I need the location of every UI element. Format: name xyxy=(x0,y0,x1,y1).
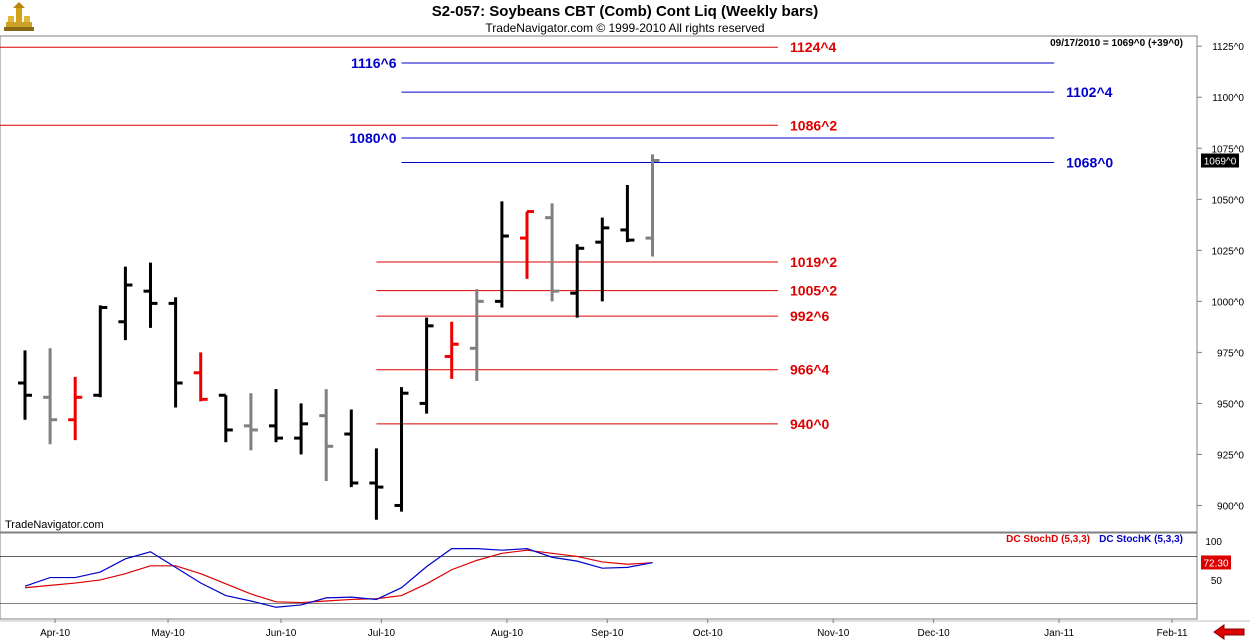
date-axis: Apr-10 May-10 Jun-10 Jul-10 Aug-10 Sep-10 Oct-… xyxy=(40,619,1188,639)
date-tick-label: Jul-10 xyxy=(368,628,396,639)
ohlc-bar xyxy=(494,201,509,308)
level-label: 1005^2 xyxy=(790,283,837,299)
ohlc-bar xyxy=(18,350,32,420)
stoch-tick-label: 50 xyxy=(1211,576,1223,587)
ohlc-bar xyxy=(620,185,635,243)
ohlc-bar xyxy=(118,266,133,341)
ohlc-bar xyxy=(294,403,309,455)
stoch-tick-label: 100 xyxy=(1205,537,1222,548)
level-label: 940^0 xyxy=(790,416,830,432)
stoch-last-value-box xyxy=(1201,555,1231,570)
stoch-series-line xyxy=(24,549,653,604)
price-axis: 900^0 925^0 950^0 975^0 1000^0 1025^0 1050^0 10… xyxy=(1197,42,1244,512)
ohlc-bar xyxy=(143,262,158,328)
price-tick-label: 925^0 xyxy=(1217,450,1244,461)
price-tick-label: 1100^0 xyxy=(1212,93,1244,104)
level-label: 992^6 xyxy=(790,308,830,324)
ohlc-bar xyxy=(469,289,484,381)
ohlc-bar xyxy=(645,154,660,257)
price-tick-label: 950^0 xyxy=(1217,399,1244,410)
date-tick-label: Feb-11 xyxy=(1157,628,1188,639)
indicator-panel-frame xyxy=(0,532,1198,620)
ohlc-bar xyxy=(419,317,434,414)
stoch-d-legend: DC StochD (5,3,3) xyxy=(1006,534,1090,545)
level-label: 1116^6 xyxy=(351,55,397,71)
last-price-box xyxy=(1201,153,1239,168)
ohlc-bar xyxy=(545,203,560,302)
level-label: 1102^4 xyxy=(1066,84,1113,100)
chart-header: S2-057: Soybeans CBT (Comb) Cont Liq (We… xyxy=(0,0,1250,36)
ohlc-bar xyxy=(193,352,208,402)
ohlc-bar xyxy=(444,321,459,379)
copyright-notice: TradeNavigator.com © 1999-2010 All right… xyxy=(485,21,765,35)
price-tick-label: 975^0 xyxy=(1217,348,1244,359)
tradenavigator-logo-icon[interactable] xyxy=(2,2,36,32)
stoch-last-value-label: 72.30 xyxy=(1203,558,1228,569)
ohlc-bar xyxy=(520,210,534,279)
date-tick-label: Sep-10 xyxy=(591,628,624,639)
level-label: 1080^0 xyxy=(349,130,396,146)
ohlc-bar xyxy=(93,305,108,398)
ohlc-bar xyxy=(319,389,334,481)
stochastic-panel: 50 100 72.30 xyxy=(0,537,1231,608)
info-label: 09/17/2010 = 1069^0 (+39^0) xyxy=(1050,38,1183,49)
ohlc-bar xyxy=(369,448,384,520)
price-panel-frame xyxy=(0,35,1198,533)
ohlc-bar xyxy=(218,393,233,443)
ohlc-bar xyxy=(68,376,83,441)
ohlc-bar xyxy=(243,393,258,451)
ohlc-bar xyxy=(269,389,283,443)
level-label: 1124^4 xyxy=(790,39,837,55)
ohlc-bar xyxy=(168,297,183,408)
date-tick-label: Jan-11 xyxy=(1044,628,1074,639)
price-levels: 1124^4 1116^6 1102^4 1086^2 1080^0 1068^0 1019… xyxy=(0,39,1113,432)
date-tick-label: Dec-10 xyxy=(917,628,950,639)
price-tick-label: 1075^0 xyxy=(1212,144,1245,155)
date-tick-label: Nov-10 xyxy=(817,628,850,639)
date-tick-label: Aug-10 xyxy=(491,628,524,639)
price-tick-label: 1125^0 xyxy=(1212,42,1244,53)
price-tick-label: 900^0 xyxy=(1217,501,1244,512)
level-label: 1068^0 xyxy=(1066,155,1113,171)
ohlc-bar xyxy=(394,387,409,512)
level-label: 1086^2 xyxy=(790,117,837,133)
watermark-text: TradeNavigator.com xyxy=(5,519,104,531)
level-label: 966^4 xyxy=(790,362,830,378)
ohlc-bar xyxy=(595,217,610,302)
stoch-series-line xyxy=(24,548,653,608)
stoch-k-legend: DC StochK (5,3,3) xyxy=(1099,534,1183,545)
date-tick-label: Oct-10 xyxy=(693,628,723,639)
date-tick-label: Jun-10 xyxy=(266,628,297,639)
level-label: 1019^2 xyxy=(790,254,837,270)
last-price-label: 1069^0 xyxy=(1204,157,1237,168)
scroll-left-arrow-icon[interactable] xyxy=(1212,624,1246,640)
ohlc-bar xyxy=(570,244,585,318)
price-tick-label: 1050^0 xyxy=(1212,195,1245,206)
price-tick-label: 1000^0 xyxy=(1212,297,1245,308)
chart-title: S2-057: Soybeans CBT (Comb) Cont Liq (We… xyxy=(431,3,819,20)
ohlc-bars xyxy=(18,154,660,520)
date-tick-label: May-10 xyxy=(151,628,185,639)
ohlc-bar xyxy=(43,348,58,445)
ohlc-bar xyxy=(344,409,359,488)
date-tick-label: Apr-10 xyxy=(40,628,70,639)
price-tick-label: 1025^0 xyxy=(1212,246,1245,257)
